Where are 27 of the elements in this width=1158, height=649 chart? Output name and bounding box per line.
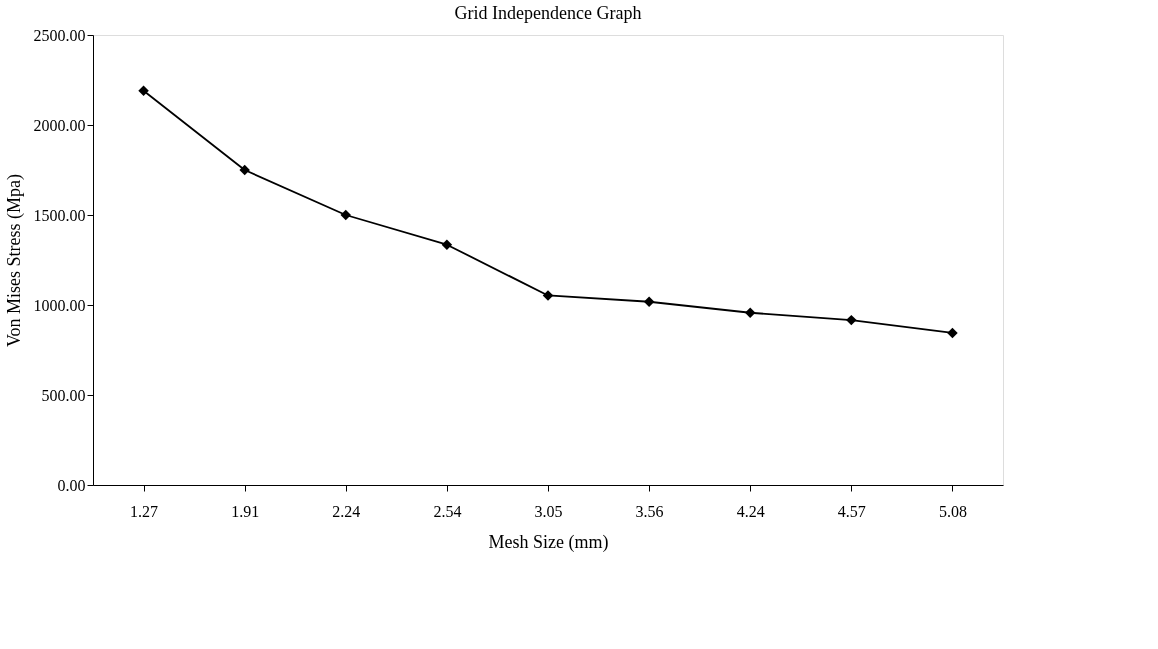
point [239, 164, 250, 176]
x-tick-label: 1.27 [130, 502, 159, 520]
point [744, 307, 756, 318]
x-tick-label: 3.56 [635, 502, 664, 520]
y-tick-label: 1500.00 [33, 206, 86, 224]
y-tick-label: 2000.00 [33, 116, 86, 134]
y-tick-label: 0.00 [57, 476, 86, 494]
point [947, 327, 958, 339]
point [441, 239, 453, 250]
point [340, 209, 352, 221]
chart-title: Grid Independence Graph [454, 3, 642, 23]
x-tick-label: 2.54 [433, 502, 462, 520]
x-tick-label: 4.57 [837, 502, 866, 520]
y-axis-title: Von Mises Stress (Mpa) [3, 173, 25, 348]
x-tick-label: 1.91 [231, 502, 260, 520]
point [643, 296, 655, 307]
x-axis-title: Mesh Size (mm) [488, 531, 609, 553]
x-tick-label: 2.24 [332, 502, 361, 520]
x-tick-label: 4.24 [736, 502, 765, 520]
point [138, 85, 149, 97]
x-tick-label: 3.05 [534, 502, 563, 520]
point [542, 290, 554, 301]
y-tick-label: 500.00 [41, 386, 86, 404]
y-tick-label: 1000.00 [33, 296, 86, 314]
y-tick-label: 2500.00 [33, 26, 86, 44]
x-tick-label: 5.08 [938, 502, 967, 520]
point [846, 314, 857, 326]
